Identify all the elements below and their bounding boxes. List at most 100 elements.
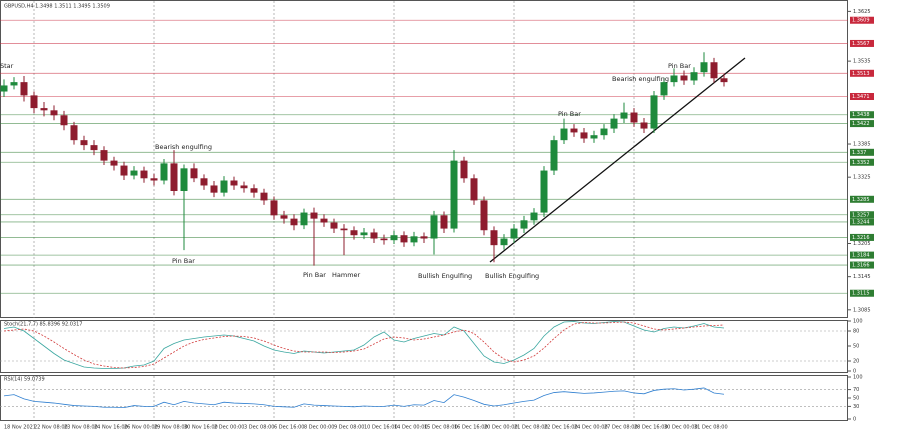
candle-body xyxy=(40,108,48,111)
candle-body xyxy=(350,230,358,236)
y-tick-label: 1.3145 xyxy=(853,274,871,280)
candle-body xyxy=(340,228,348,231)
rsi-title: RSI(14) 59.0739 xyxy=(4,377,45,383)
candle-body xyxy=(400,235,408,243)
candle-body xyxy=(160,163,168,181)
candle-body xyxy=(120,165,128,176)
candle-body xyxy=(640,122,648,129)
x-tick-label: 30 Nov 16:00 xyxy=(184,425,218,431)
x-tick-label: 6 Dec 16:00 xyxy=(274,425,304,431)
candle-body xyxy=(610,118,618,129)
y-tick-label: 70 xyxy=(853,387,859,393)
level-label-box xyxy=(850,39,874,47)
x-tick-label: 22 Dec 16:00 xyxy=(544,425,578,431)
x-tick-label: 16 Dec 16:00 xyxy=(454,425,488,431)
x-tick-label: 18 Nov 2021 xyxy=(4,425,36,431)
indicator-line xyxy=(3,321,725,369)
level-label-box xyxy=(850,16,874,24)
chart-title: GBPUSD,H4 1.3498 1.3511 1.3495 1.3509 xyxy=(4,4,110,10)
level-label-box xyxy=(850,233,874,241)
x-tick-label: 15 Dec 08:00 xyxy=(424,425,458,431)
candle-body xyxy=(440,215,448,229)
level-label: 1.3513 xyxy=(852,71,870,77)
annotation: Pin Bar xyxy=(558,110,581,118)
candle-body xyxy=(370,232,378,239)
level-label: 1.3438 xyxy=(852,112,870,118)
level-label: 1.3609 xyxy=(852,18,870,24)
candle-body xyxy=(140,170,148,179)
candle-body xyxy=(260,192,268,201)
candle-body xyxy=(460,160,468,179)
candle-body xyxy=(360,232,368,236)
x-tick-label: 24 Nov 16:00 xyxy=(94,425,128,431)
level-label-box xyxy=(850,69,874,77)
level-label-box xyxy=(850,195,874,203)
candle-body xyxy=(650,95,658,129)
indicator-line xyxy=(3,387,725,409)
annotation: Pin Bar xyxy=(172,257,195,265)
candle-body xyxy=(570,128,578,133)
level-label: 1.3216 xyxy=(852,235,870,241)
candle-body xyxy=(560,128,568,141)
candle-body xyxy=(380,238,388,241)
y-tick-label: 100 xyxy=(853,319,863,325)
y-tick-label: 1.3325 xyxy=(853,175,871,181)
candle-body xyxy=(700,62,708,73)
level-label-box xyxy=(850,218,874,226)
candle-body xyxy=(200,178,208,186)
y-tick-label: 100 xyxy=(853,375,863,381)
candle-body xyxy=(620,112,628,119)
level-label: 1.3184 xyxy=(852,253,870,259)
x-tick-label: 20 Dec 00:00 xyxy=(484,425,518,431)
candle-body xyxy=(280,215,288,219)
level-label: 1.3244 xyxy=(852,219,870,225)
stoch-title: Stoch(21,7,7) 85.8396 92.0317 xyxy=(4,322,82,328)
annotation: Bearish engulfing xyxy=(612,75,669,83)
candle-body xyxy=(680,75,688,81)
candle-body xyxy=(430,215,438,239)
level-label: 1.3352 xyxy=(852,160,870,166)
candle-body xyxy=(470,178,478,201)
annotation: Bearish engulfing xyxy=(155,143,212,151)
candle-body xyxy=(230,180,238,186)
candle-body xyxy=(300,212,308,226)
candle-body xyxy=(290,218,298,226)
x-tick-label: 31 Dec 08:00 xyxy=(694,425,728,431)
stoch-panel xyxy=(0,320,848,373)
candle-body xyxy=(390,235,398,241)
candle-body xyxy=(590,135,598,139)
x-tick-label: 21 Dec 08:00 xyxy=(514,425,548,431)
level-label: 1.3285 xyxy=(852,197,870,203)
candle-body xyxy=(600,128,608,136)
candle-body xyxy=(60,115,68,126)
level-label: 1.337 xyxy=(852,150,866,156)
level-label: 1.3422 xyxy=(852,121,870,127)
x-tick-label: 30 Dec 00:00 xyxy=(664,425,698,431)
annotation: Bullish Engulfing xyxy=(418,272,472,280)
level-label: 1.3471 xyxy=(852,94,870,100)
candle-body xyxy=(90,145,98,151)
level-label-box xyxy=(850,289,874,297)
candle-body xyxy=(660,82,668,96)
candle-body xyxy=(310,212,318,219)
candle-body xyxy=(540,170,548,213)
trendline xyxy=(489,57,746,263)
candle-body xyxy=(520,220,528,229)
candle-body xyxy=(150,178,158,181)
candle-body xyxy=(250,188,258,193)
y-tick-label: 1.3625 xyxy=(853,9,871,15)
x-tick-label: 10 Dec 16:00 xyxy=(364,425,398,431)
x-tick-label: 8 Dec 00:00 xyxy=(304,425,334,431)
candle-body xyxy=(100,150,108,161)
y-tick-label: 0 xyxy=(853,417,856,423)
x-tick-label: 22 Nov 08:00 xyxy=(34,425,68,431)
candle-body xyxy=(130,170,138,176)
annotation: Pin Bar xyxy=(303,271,326,279)
x-tick-label: 26 Nov 00:00 xyxy=(124,425,158,431)
x-tick-label: 9 Dec 08:00 xyxy=(334,425,364,431)
main-panel xyxy=(0,0,848,318)
x-tick-label: 23 Nov 08:00 xyxy=(64,425,98,431)
y-tick-label: 0 xyxy=(853,369,856,375)
y-tick-label: 50 xyxy=(853,344,859,350)
annotation: Pin Bar xyxy=(668,62,691,70)
